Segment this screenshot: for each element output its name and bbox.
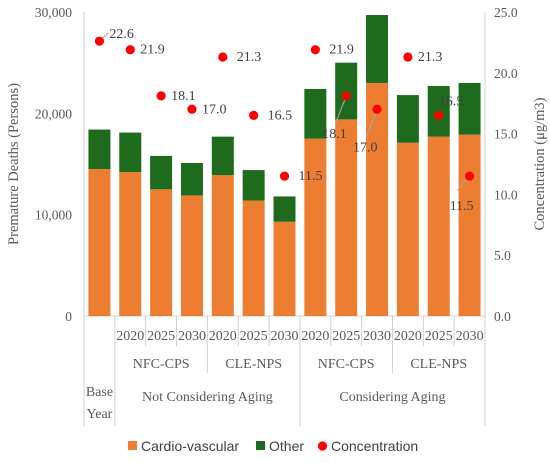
y-tick-label: 0 [65, 309, 72, 324]
y2-tick-label: 20.0 [494, 66, 518, 81]
bar-cardio-vascular [211, 175, 234, 316]
x-tick-label: 2030 [363, 329, 391, 344]
x-tick-label: 2020 [301, 329, 329, 344]
outer-group-label: Not Considering Aging [142, 390, 273, 405]
concentration-label: 17.0 [202, 102, 227, 117]
y-axis-title: Premature Deaths (Persons) [6, 83, 22, 245]
concentration-point [372, 104, 382, 114]
concentration-label: 21.3 [237, 50, 261, 65]
x-tick-label: 2025 [425, 329, 453, 344]
bar-cardio-vascular [427, 136, 450, 316]
concentration-point [341, 91, 351, 101]
bar-cardio-vascular [242, 200, 265, 316]
bar-cardio-vascular [180, 195, 203, 316]
concentration-label: 16.5 [439, 94, 464, 109]
group-label: NFC-CPS [318, 357, 375, 372]
concentration-label: 11.5 [299, 169, 323, 184]
y2-tick-label: 25.0 [494, 5, 518, 20]
concentration-label: 17.0 [353, 140, 378, 155]
x-tick-label: 2020 [209, 329, 237, 344]
group-label: CLE-NPS [225, 357, 282, 372]
bar-cardio-vascular [366, 82, 389, 316]
bar-other [458, 82, 481, 135]
x-tick-label: 2030 [178, 329, 206, 344]
y-tick-label: 10,000 [35, 208, 72, 223]
concentration-point [187, 104, 197, 114]
legend-concentration-label: Concentration [331, 438, 418, 454]
bar-other [396, 95, 419, 143]
concentration-point [249, 110, 259, 120]
outer-group-label: Considering Aging [339, 390, 445, 405]
y2-tick-label: 15.0 [494, 127, 518, 142]
concentration-label: 18.1 [322, 127, 347, 142]
concentration-point [156, 91, 166, 101]
y-tick-label: 30,000 [35, 5, 72, 20]
group-label: CLE-NPS [410, 357, 467, 372]
y2-axis-title: Concentration (μg/m3) [532, 97, 548, 230]
concentration-label: 21.9 [329, 43, 354, 58]
bar-other [180, 162, 203, 196]
bar-other [366, 15, 389, 83]
concentration-label: 16.5 [268, 108, 293, 123]
bar-other [242, 170, 265, 201]
legend-cardio-vascular-swatch [128, 441, 137, 450]
bar-other [304, 89, 327, 139]
bar-other [211, 136, 234, 176]
bar-other [119, 132, 142, 173]
legend-other-label: Other [269, 438, 304, 454]
y2-tick-label: 0.0 [494, 309, 511, 324]
legend-cardio-vascular-label: Cardio-vascular [141, 438, 239, 454]
bar-cardio-vascular [119, 172, 142, 316]
concentration-point [464, 171, 475, 181]
concentration-point [279, 171, 290, 181]
bar-cardio-vascular [458, 134, 481, 316]
bar-cardio-vascular [396, 142, 419, 316]
leader-line [457, 177, 468, 191]
x-tick-label: 2025 [147, 329, 175, 344]
x-tick-label: 2030 [456, 329, 484, 344]
concentration-point [310, 45, 320, 55]
x-tick-label: 2020 [394, 329, 422, 344]
bar-cardio-vascular [150, 189, 173, 316]
x-tick-label: 2025 [332, 329, 360, 344]
bar-other [150, 155, 173, 190]
y2-tick-label: 5.0 [494, 248, 511, 263]
legend-concentration-swatch [317, 441, 328, 451]
bar-cardio-vascular [304, 138, 327, 316]
bar-other [335, 62, 358, 120]
legend-other-swatch [256, 441, 265, 450]
base-year-label: Year [87, 407, 113, 422]
group-label: NFC-CPS [133, 357, 190, 372]
x-tick-label: 2025 [240, 329, 268, 344]
bar-cardio-vascular [88, 169, 111, 316]
base-year-label: Base [86, 385, 113, 400]
concentration-point [403, 52, 413, 62]
concentration-point [94, 36, 105, 46]
concentration-label: 11.5 [450, 199, 474, 214]
concentration-label: 21.9 [140, 43, 165, 58]
y2-tick-label: 10.0 [494, 187, 518, 202]
bar-cardio-vascular [273, 221, 296, 316]
leader-line [102, 32, 109, 39]
concentration-label: 22.6 [109, 27, 134, 42]
y-tick-label: 20,000 [35, 106, 72, 121]
x-tick-label: 2030 [271, 329, 299, 344]
bar-cardio-vascular [335, 119, 358, 316]
concentration-label: 21.3 [418, 50, 443, 65]
x-tick-label: 2020 [116, 329, 144, 344]
bar-other [273, 196, 296, 222]
concentration-point [218, 52, 228, 62]
concentration-point [125, 45, 135, 55]
leader-line [334, 98, 346, 125]
concentration-point [434, 110, 444, 120]
leader-line [365, 112, 377, 138]
bar-other [88, 129, 111, 170]
concentration-label: 18.1 [171, 89, 196, 104]
